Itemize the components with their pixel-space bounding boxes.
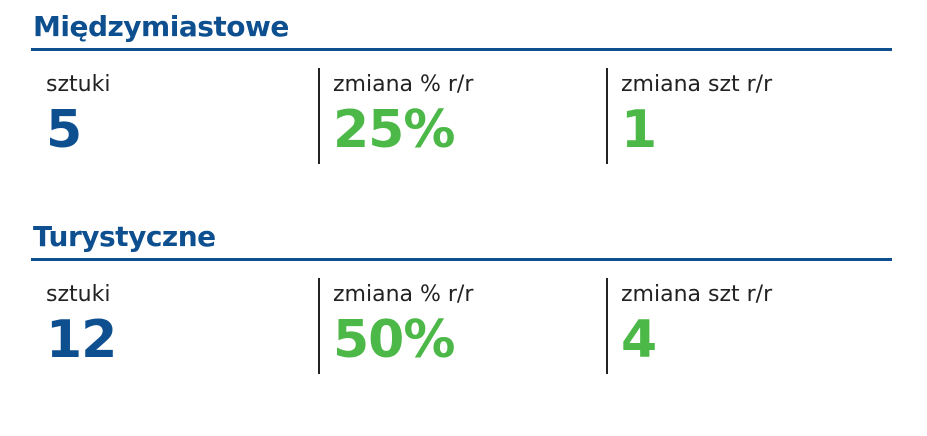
divider: [318, 278, 320, 374]
stat-value: 1: [621, 100, 657, 160]
divider: [318, 68, 320, 164]
divider: [31, 48, 892, 51]
stat-label: zmiana % r/r: [333, 72, 474, 97]
stat-value: 5: [46, 100, 82, 160]
divider: [606, 68, 608, 164]
stat-label: zmiana szt r/r: [621, 72, 773, 97]
stat-value: 4: [621, 310, 657, 370]
stat-value: 12: [46, 310, 117, 370]
stat-label: sztuki: [46, 282, 111, 307]
stat-label: zmiana szt r/r: [621, 282, 773, 307]
section-title: Międzymiastowe: [33, 10, 289, 43]
stat-label: zmiana % r/r: [333, 282, 474, 307]
stat-value: 25%: [333, 100, 455, 160]
section-title: Turystyczne: [33, 220, 216, 253]
divider: [606, 278, 608, 374]
divider: [31, 258, 892, 261]
stat-value: 50%: [333, 310, 455, 370]
stat-label: sztuki: [46, 72, 111, 97]
